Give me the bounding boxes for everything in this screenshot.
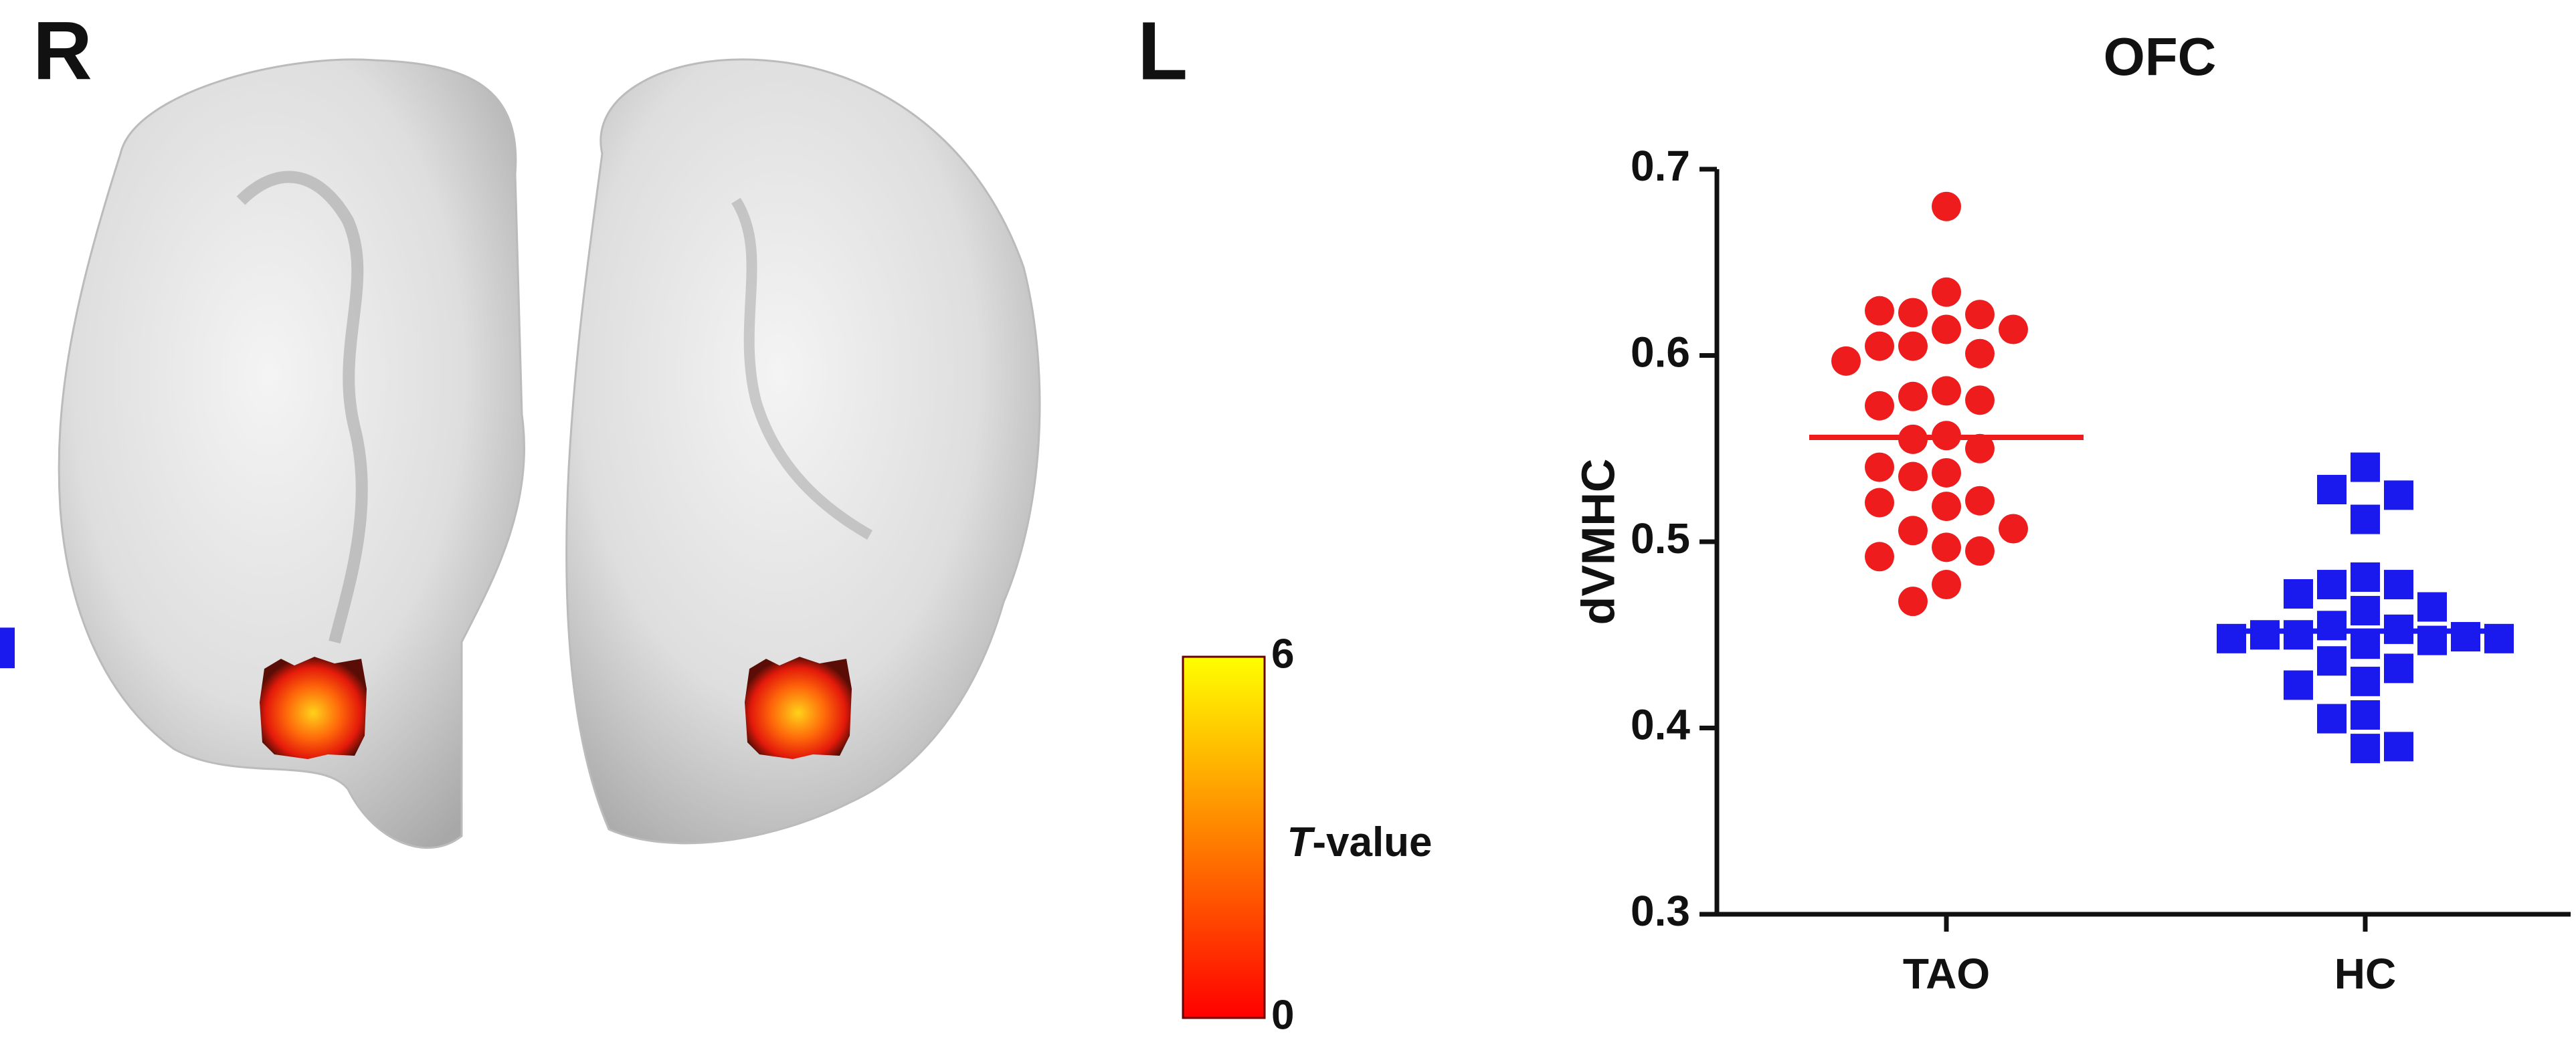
data-point: [1898, 331, 1928, 361]
data-point: [1865, 452, 1894, 482]
brain-image: [58, 58, 1041, 849]
data-point: [1999, 514, 2028, 544]
data-point: [1932, 376, 1961, 406]
colorbar-label-italic: T: [1287, 819, 1315, 865]
y-tick-label: 0.4: [1631, 700, 1690, 748]
data-point: [1932, 277, 1961, 307]
colorbar: [1182, 655, 1266, 1019]
data-point: [1932, 457, 1961, 488]
data-point: [1932, 570, 1961, 600]
data-point: [1865, 542, 1894, 572]
y-axis-label: dVMHC: [1572, 459, 1624, 625]
data-point: [2351, 666, 2380, 696]
x-tick-label: TAO: [1903, 950, 1990, 998]
data-point: [1865, 488, 1894, 518]
data-point: [2284, 620, 2313, 650]
data-point: [2384, 653, 2413, 684]
y-tick-label: 0.6: [1631, 328, 1690, 376]
colorbar-label: T-value: [1287, 819, 1432, 865]
data-point: [2384, 480, 2413, 510]
data-point: [1932, 492, 1961, 522]
data-point: [2317, 611, 2347, 641]
data-point: [1965, 300, 1995, 330]
y-tick-label: 0.7: [1631, 142, 1690, 190]
colorbar-tick-label: 6: [1271, 631, 1294, 677]
data-point: [1965, 536, 1995, 566]
data-point: [1965, 385, 1995, 415]
data-point: [2217, 623, 2246, 653]
data-point: [1865, 391, 1894, 421]
data-point: [2351, 562, 2380, 592]
data-point: [2317, 570, 2347, 600]
data-point: [2284, 670, 2313, 700]
data-point: [1865, 296, 1894, 326]
colorbar-label-rest: -value: [1312, 819, 1432, 865]
data-point: [2317, 475, 2347, 505]
data-point: [2384, 570, 2413, 600]
data-point: [0, 639, 15, 669]
data-point: [1898, 461, 1928, 492]
data-point: [2351, 700, 2380, 730]
data-point: [2317, 646, 2347, 676]
data-point: [1965, 486, 1995, 516]
data-point: [2384, 732, 2413, 762]
y-tick-label: 0.5: [1631, 514, 1690, 562]
data-point: [1831, 346, 1861, 376]
data-point: [1965, 338, 1995, 369]
data-point: [2351, 734, 2380, 764]
panel-label: R: [33, 5, 92, 97]
data-point: [1898, 516, 1928, 546]
colorbar-tick-label: 0: [1271, 992, 1294, 1038]
data-point: [2351, 452, 2380, 482]
data-point: [2284, 579, 2313, 609]
data-point: [2351, 629, 2380, 659]
data-point: [2351, 504, 2380, 534]
data-point: [2250, 620, 2280, 650]
data-point: [1898, 298, 1928, 328]
data-point: [1898, 381, 1928, 411]
data-point: [2451, 622, 2480, 652]
data-point: [1965, 433, 1995, 463]
data-point: [2484, 623, 2514, 653]
data-point: [1999, 314, 2028, 344]
x-tick-label: HC: [2334, 950, 2396, 998]
data-point: [1932, 314, 1961, 344]
data-point: [2417, 592, 2447, 622]
data-point: [1865, 331, 1894, 361]
data-point: [1898, 587, 1928, 617]
y-tick-label: 0.3: [1631, 887, 1690, 935]
panel-label: L: [1137, 5, 1188, 97]
data-point: [1932, 191, 1961, 221]
data-point: [2351, 596, 2380, 626]
data-point: [1932, 532, 1961, 562]
data-point: [2317, 704, 2347, 734]
chart-title: OFC: [2104, 27, 2217, 86]
